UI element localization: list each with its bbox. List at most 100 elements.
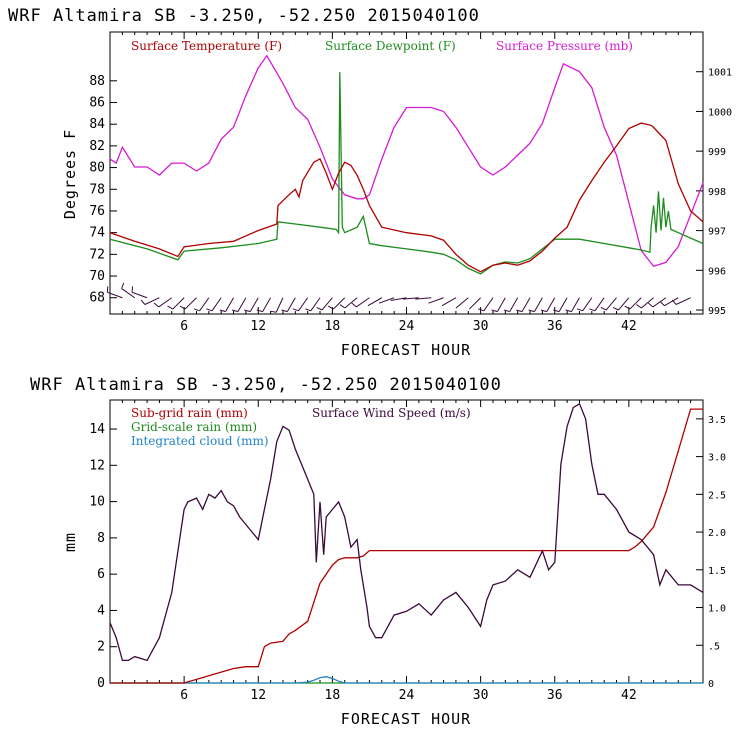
legend-surface-temperature: Surface Temperature (F) [131,39,282,53]
y2-tick-label: 999 [708,147,726,158]
y2-tick-label: 0 [708,679,714,690]
series-surface-temperature [109,122,704,273]
wind-barb [316,297,333,311]
wind-barb [503,297,519,313]
wind-barb [468,297,481,310]
x-tick-label: 6 [180,319,188,334]
wind-barb [219,297,234,313]
y2-tick-label: 1.5 [708,566,726,577]
wind-barb [292,297,309,312]
y2-tick-label: 3.0 [708,453,726,464]
y-tick-label: 78 [89,182,105,197]
wind-barb [671,297,691,305]
y-tick-label: 72 [89,247,105,262]
y-tick-label: 14 [89,422,105,437]
wind-barb [131,286,148,299]
wind-barb [402,297,419,300]
x-tick-label: 18 [325,688,341,703]
y-tick-label: 80 [89,161,105,176]
legend-surface-dewpoint: Surface Dewpoint (F) [325,39,456,53]
x-tick-label: 30 [473,688,489,703]
top-x-axis-label: FORECAST HOUR [341,341,471,359]
series-integrated-cloud [110,676,703,684]
wind-barb [231,297,247,313]
wind-barb [193,297,210,312]
wind-barb [244,297,259,313]
series-subgrid-rain [110,408,703,684]
wind-barb [647,297,667,308]
wind-barb [441,297,457,307]
y-tick-label: 74 [89,226,105,241]
top-panel-title: WRF Altamira SB -3.250, -52.250 20150401… [8,6,480,26]
wind-barb [659,297,679,307]
y-tick-label: 82 [89,139,105,154]
wind-barb [491,297,506,313]
x-tick-label: 24 [399,319,415,334]
y-tick-label: 6 [97,567,105,582]
wind-barb [367,297,383,307]
wind-barb [540,297,556,313]
wind-barb [106,286,123,299]
y-tick-label: 70 [89,269,105,284]
top-x-ticks: 6 12 18 24 30 36 42 [121,32,692,334]
bottom-y-axis-label: mm [61,532,79,552]
wind-barb [179,297,197,310]
wind-barb [206,297,222,312]
wind-barb [153,297,173,308]
wind-barb [477,297,494,312]
legend-integrated-cloud: Integrated cloud (mm) [131,434,269,448]
legend-surface-wind-speed: Surface Wind Speed (m/s) [312,406,471,420]
x-tick-label: 36 [547,319,563,334]
legend-subgrid-rain: Sub-grid rain (mm) [131,406,248,420]
wind-barb [256,297,272,313]
wind-barb [576,297,593,312]
wind-barbs [106,282,691,313]
y2-tick-label: 995 [708,306,726,317]
series-surface-pressure [109,54,704,268]
wind-barb [140,297,160,305]
wind-barb [270,297,284,313]
y-tick-label: 4 [97,603,105,618]
y-tick-label: 68 [89,291,105,306]
legend-surface-pressure: Surface Pressure (mb) [496,39,633,53]
wind-barb [428,297,444,304]
bottom-y-ticks: 0 2 4 6 8 10 12 14 [89,422,117,691]
bottom-panel-title: WRF Altamira SB -3.250, -52.250 20150401… [30,375,502,395]
bottom-x-axis-label: FORECAST HOUR [341,710,471,728]
y2-tick-label: 1001 [708,68,732,79]
x-tick-label: 42 [621,688,637,703]
wind-barb [528,297,543,313]
y2-tick-label: 997 [708,227,726,238]
y-tick-label: 8 [97,531,105,546]
precipitation-panel: WRF Altamira SB -3.250, -52.250 20150401… [30,375,726,728]
y-tick-label: 2 [97,640,105,655]
wind-barb [121,282,135,299]
y2-tick-label: 1.0 [708,604,726,615]
wind-barb [351,297,370,308]
x-tick-label: 42 [621,319,637,334]
wind-barb [327,297,346,310]
wind-barb [415,297,432,300]
wind-barb [516,297,531,313]
wind-barb [553,297,568,313]
wind-barb [378,297,395,304]
y2-tick-label: 998 [708,187,726,198]
wind-barb [167,297,185,310]
x-tick-label: 24 [399,688,415,703]
wind-barb [305,297,321,312]
y2-tick-label: 2.5 [708,490,726,501]
x-tick-label: 12 [250,319,266,334]
wind-barb [612,297,630,311]
wind-barb [339,297,358,309]
series-surface-wind-speed [109,402,704,662]
x-tick-label: 30 [473,319,489,334]
y2-tick-label: 996 [708,266,726,277]
y-tick-label: 88 [89,74,105,89]
y2-tick-label: .5 [708,641,720,652]
y-tick-label: 84 [89,117,105,132]
wind-barb [565,297,580,313]
x-tick-label: 6 [180,688,188,703]
y-tick-label: 76 [89,204,105,219]
